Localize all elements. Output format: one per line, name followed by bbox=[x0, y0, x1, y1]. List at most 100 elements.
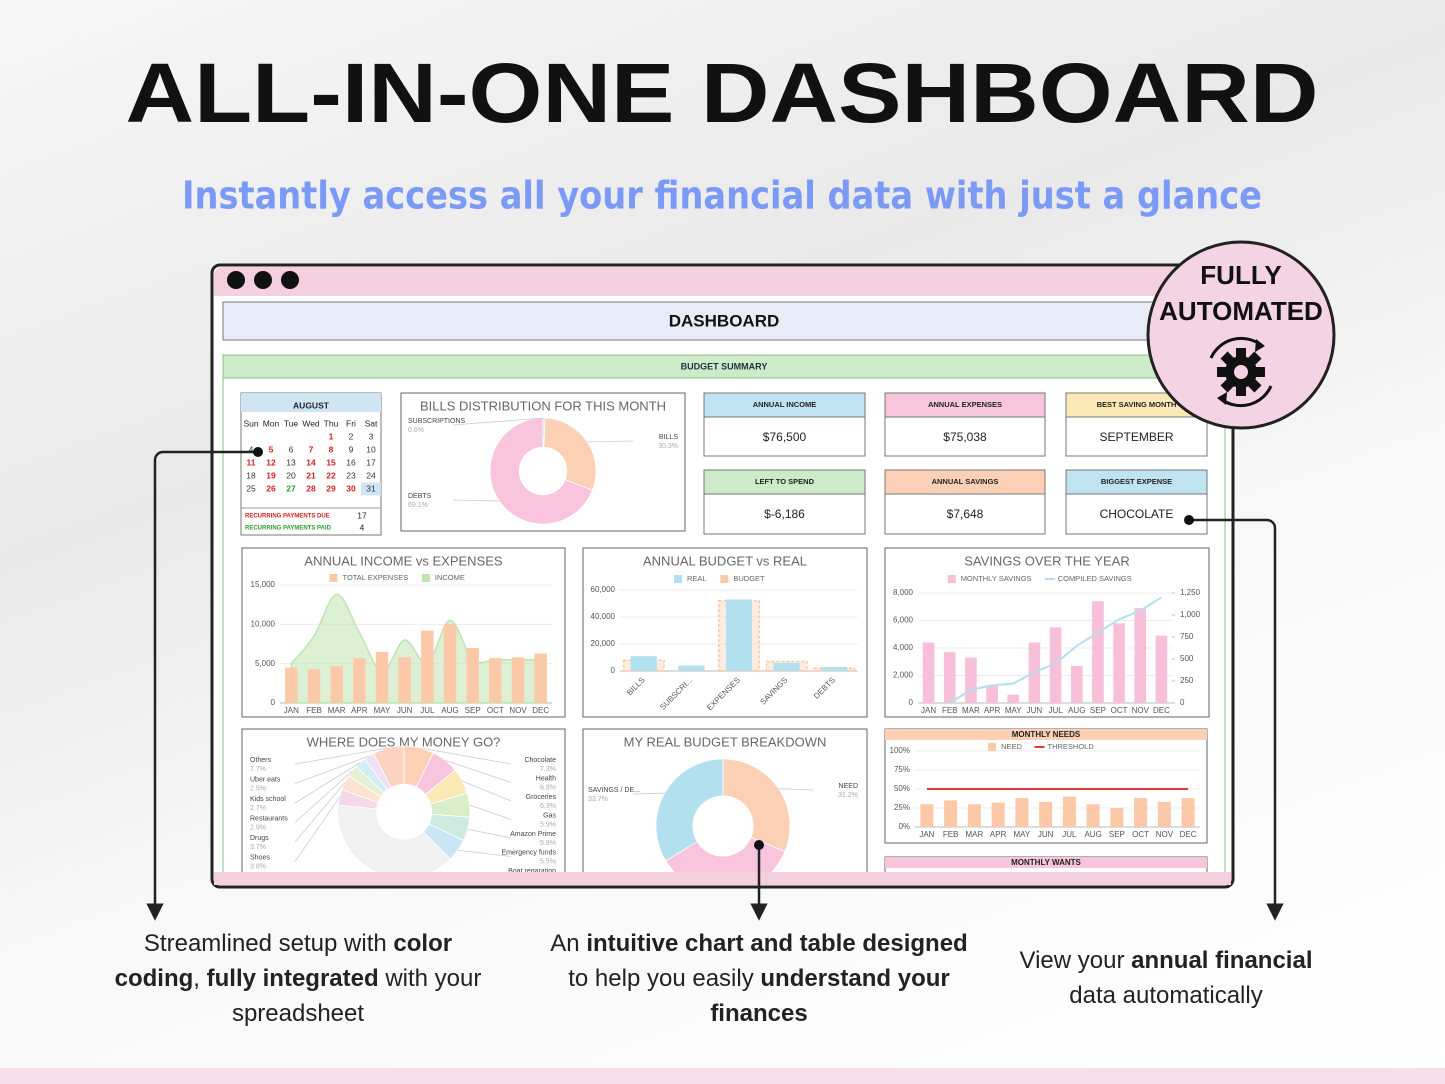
pie-label: NEED bbox=[839, 783, 858, 790]
calendar-day: 15 bbox=[326, 457, 336, 467]
leader-line bbox=[587, 440, 634, 443]
legend-swatch bbox=[329, 574, 338, 582]
pie-slice bbox=[655, 758, 724, 862]
leader-line bbox=[294, 755, 369, 784]
caption-text: Streamlined setup with bbox=[144, 930, 393, 957]
leader-line bbox=[457, 849, 512, 857]
window-bar bbox=[214, 267, 1231, 296]
pie-value-label: 31.2% bbox=[838, 792, 858, 799]
calendar-day: 18 bbox=[246, 470, 256, 480]
bar bbox=[725, 599, 753, 671]
y2-tick-label: 500 bbox=[1180, 654, 1194, 663]
x-tick-label: JUN bbox=[1027, 706, 1043, 715]
bar bbox=[1015, 798, 1029, 827]
caption-text: , bbox=[193, 965, 206, 992]
pie-label: SUBSCRIPTIONS bbox=[408, 418, 466, 425]
x-tick-label: OCT bbox=[487, 706, 504, 715]
dashboard-title: DASHBOARD bbox=[669, 311, 780, 330]
pie-label: Restaurants bbox=[250, 815, 288, 822]
x-tick-label: NOV bbox=[1132, 706, 1150, 715]
badge-circle bbox=[1146, 240, 1336, 430]
legend-label: THRESHOLD bbox=[1048, 742, 1095, 751]
kpi-value: SEPTEMBER bbox=[1099, 430, 1173, 444]
x-tick-label: NOV bbox=[509, 706, 527, 715]
x-tick-label: OCT bbox=[1111, 706, 1128, 715]
y-tick-label: 75% bbox=[894, 765, 910, 774]
arrow bbox=[146, 450, 258, 921]
bar bbox=[967, 804, 981, 827]
pie-label: Shoes bbox=[250, 854, 270, 861]
legend-label: COMPILED SAVINGS bbox=[1058, 574, 1132, 583]
x-tick-label: FEB bbox=[943, 830, 959, 839]
calendar-day: 1 bbox=[329, 431, 334, 441]
bar bbox=[1062, 796, 1076, 827]
calendar-day: 25 bbox=[246, 483, 256, 493]
pie-label: Emergency funds bbox=[502, 849, 557, 856]
arrow bbox=[1189, 518, 1284, 921]
x-tick-label: FEB bbox=[942, 706, 958, 715]
x-tick-label: SEP bbox=[465, 706, 481, 715]
pie-label: Boat reparation bbox=[508, 868, 556, 875]
calendar-day: 9 bbox=[349, 444, 354, 454]
chart-title: MONTHLY NEEDS bbox=[1012, 730, 1081, 739]
bar bbox=[773, 662, 800, 671]
pie-label: Gas bbox=[543, 812, 556, 819]
x-tick-label: DEC bbox=[1153, 706, 1170, 715]
x-tick-label: JAN bbox=[919, 830, 934, 839]
bar bbox=[920, 804, 934, 827]
pie-value-label: 0.6% bbox=[408, 427, 424, 434]
x-tick-label: JUL bbox=[1048, 706, 1063, 715]
weekday-label: Mon bbox=[263, 418, 280, 428]
bar bbox=[511, 657, 525, 703]
pie-slice bbox=[722, 758, 791, 852]
kpi-header bbox=[884, 469, 1046, 495]
y-tick-label: 100% bbox=[890, 746, 910, 755]
legend-label: NEED bbox=[1001, 742, 1022, 751]
chart-title: MONTHLY WANTS bbox=[1011, 858, 1081, 867]
y-tick-label: 2,000 bbox=[893, 671, 914, 680]
pie-label: SAVINGS / DE... bbox=[588, 787, 640, 794]
bar bbox=[330, 666, 343, 703]
y-tick-label: 25% bbox=[894, 803, 910, 812]
legend-swatch bbox=[947, 575, 956, 583]
caption-text: with your bbox=[379, 965, 482, 992]
weekday-label: Wed bbox=[302, 418, 320, 428]
x-tick-label: JUL bbox=[420, 706, 435, 715]
bar bbox=[398, 657, 411, 703]
calendar-day: 16 bbox=[346, 457, 356, 467]
legend-label: TOTAL EXPENSES bbox=[343, 573, 409, 582]
caption-text: color bbox=[393, 930, 452, 957]
calendar-day: 20 bbox=[286, 470, 296, 480]
y-tick-label: 20,000 bbox=[591, 639, 616, 648]
calendar-day: 27 bbox=[286, 483, 296, 493]
leader-line bbox=[452, 499, 500, 502]
bar bbox=[307, 669, 321, 703]
caption-line: coding, fully integrated with your bbox=[115, 965, 482, 992]
kpi-header bbox=[1065, 469, 1208, 495]
calendar-header bbox=[241, 393, 381, 412]
chart-panel bbox=[582, 728, 868, 872]
kpi-value: CHOCOLATE bbox=[1100, 507, 1174, 521]
calendar-day: 19 bbox=[266, 470, 276, 480]
line bbox=[949, 596, 1162, 704]
caption-text: understand your bbox=[760, 965, 949, 992]
bar bbox=[1086, 804, 1100, 827]
bar bbox=[1110, 808, 1124, 827]
pie-label: BILLS bbox=[659, 434, 678, 441]
pie-label: Drugs bbox=[250, 835, 269, 842]
pie-value-label: 2.5% bbox=[250, 785, 266, 792]
bar bbox=[1134, 798, 1148, 827]
pie-value-label: 7.7% bbox=[250, 766, 266, 773]
caption-line: An intuitive chart and table designed bbox=[550, 930, 967, 957]
calendar-day: 21 bbox=[306, 470, 316, 480]
bar bbox=[443, 624, 457, 703]
x-tick-label: MAY bbox=[374, 706, 391, 715]
bar bbox=[1113, 623, 1125, 703]
pie-value-label: 69.1% bbox=[408, 502, 428, 509]
paid-label: RECURRING PAYMENTS PAID bbox=[245, 526, 332, 532]
kpi-header bbox=[884, 392, 1046, 418]
pie-slice bbox=[341, 775, 382, 804]
calendar-day: 10 bbox=[366, 444, 376, 454]
calendar-day: 30 bbox=[346, 483, 356, 493]
